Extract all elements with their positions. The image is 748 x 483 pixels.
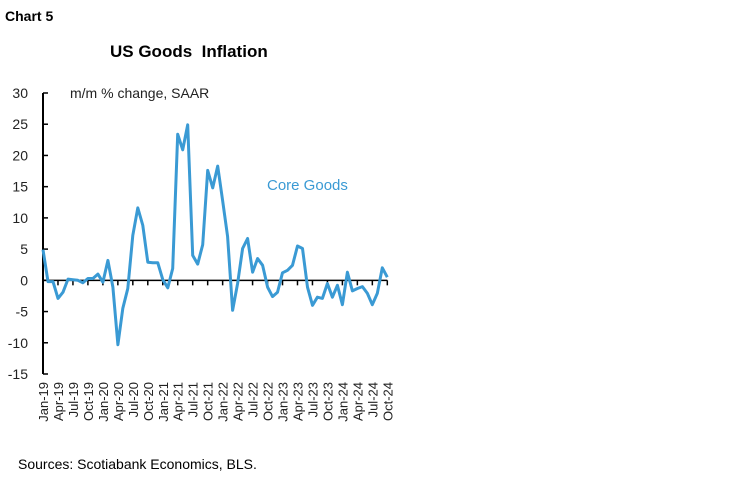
x-tick-label: Oct-24: [380, 382, 395, 421]
x-tick-label: Apr-21: [171, 382, 186, 421]
x-tick-label: Apr-23: [290, 382, 305, 421]
y-tick-label: 0: [20, 272, 28, 288]
x-tick-label: Jul-23: [305, 382, 320, 417]
x-tick-label: Jan-22: [216, 382, 231, 422]
x-tick-label: Apr-22: [231, 382, 246, 421]
y-tick-label: 30: [12, 85, 28, 101]
y-tick-label: -15: [8, 366, 28, 382]
x-tick-label: Apr-20: [111, 382, 126, 421]
series-label: Core Goods: [267, 177, 348, 194]
chart-number: Chart 5: [5, 8, 54, 24]
series-line-core-goods: [41, 123, 389, 347]
x-tick-label: Oct-21: [201, 382, 216, 421]
source-note: Sources: Scotiabank Economics, BLS.: [18, 456, 257, 472]
x-tick-label: Oct-23: [320, 382, 335, 421]
y-tick-label: -5: [16, 304, 29, 320]
x-tick-label: Oct-22: [261, 382, 276, 421]
x-tick-label: Apr-19: [51, 382, 66, 421]
y-tick-label: -10: [8, 335, 28, 351]
x-tick-label: Jul-22: [246, 382, 261, 417]
y-tick-label: 15: [12, 179, 28, 195]
y-tick-label: 20: [12, 147, 28, 163]
chart-title: US Goods Inflation: [110, 42, 268, 61]
x-tick-label: Oct-20: [141, 382, 156, 421]
x-tick-label: Jan-20: [96, 382, 111, 422]
x-tick-label: Jul-24: [365, 382, 380, 417]
x-tick-label: Jan-24: [335, 382, 350, 422]
x-tick-label: Jul-21: [186, 382, 201, 417]
x-tick-label: Apr-24: [350, 382, 365, 421]
x-tick-label: Jan-21: [156, 382, 171, 422]
y-tick-label: 5: [20, 241, 28, 257]
y-axis-label: m/m % change, SAAR: [70, 85, 209, 101]
x-tick-label: Oct-19: [81, 382, 96, 421]
y-tick-label: 10: [12, 210, 28, 226]
x-tick-label: Jul-20: [126, 382, 141, 417]
x-tick-label: Jan-19: [36, 382, 51, 422]
x-tick-label: Jan-23: [276, 382, 291, 422]
y-tick-label: 25: [12, 116, 28, 132]
x-tick-label: Jul-19: [66, 382, 81, 417]
